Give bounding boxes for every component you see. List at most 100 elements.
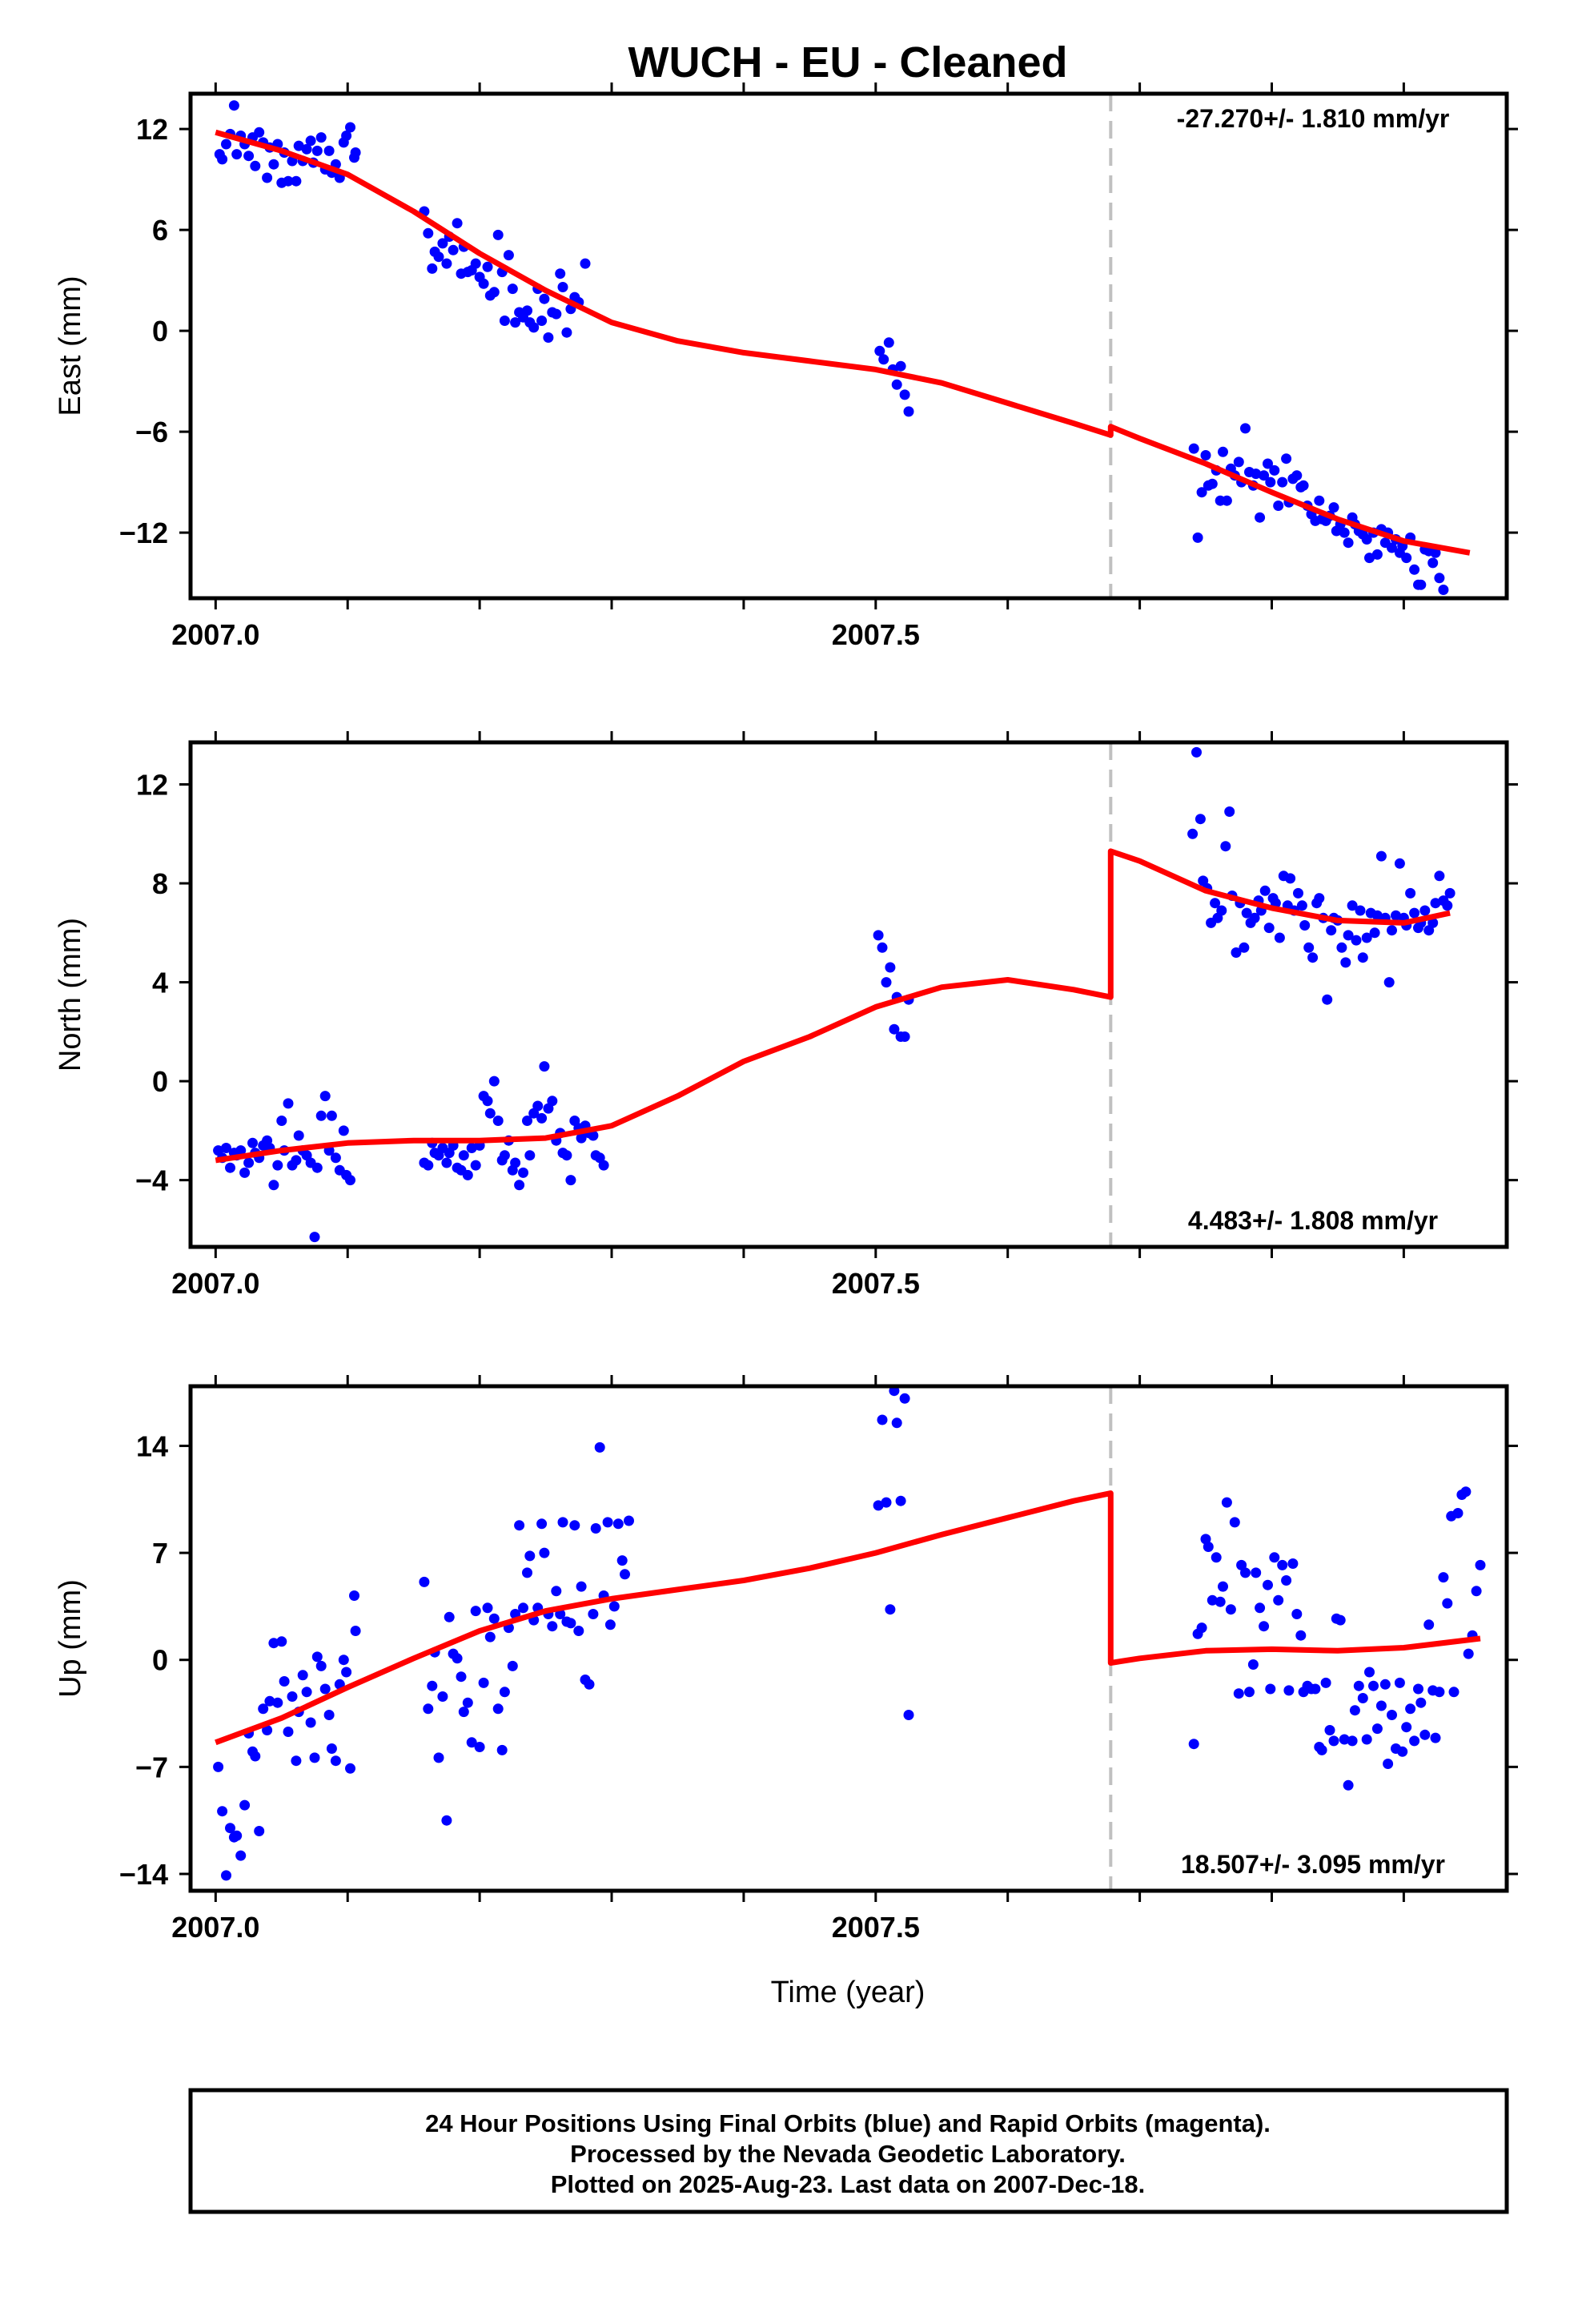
east-data-point <box>217 154 228 165</box>
east-data-point <box>1328 502 1339 513</box>
north-data-point <box>547 1096 558 1107</box>
east-data-point <box>305 135 316 147</box>
up-data-point <box>462 1697 473 1708</box>
up-model-path <box>215 1490 1481 1746</box>
up-data-point <box>1452 1508 1464 1518</box>
north-data-point <box>458 1150 469 1161</box>
north-data-point <box>1351 935 1362 946</box>
footer-frame <box>188 2088 1509 2214</box>
up-data-point <box>437 1691 448 1702</box>
north-data-point <box>326 1110 337 1121</box>
up-data-point <box>423 1703 434 1715</box>
east-data-point <box>221 139 231 150</box>
up-data-point <box>569 1520 580 1531</box>
up-data-point <box>301 1687 312 1698</box>
up-data-point <box>441 1815 452 1826</box>
up-data-point <box>895 1495 906 1506</box>
east-y-tick-label: −6 <box>135 416 168 448</box>
up-data-point <box>264 1695 275 1707</box>
east-data-point <box>1438 585 1449 595</box>
east-model-path <box>215 129 1471 556</box>
north-data-point <box>441 1157 452 1168</box>
up-data-point <box>1415 1697 1427 1708</box>
up-data-point <box>1295 1630 1307 1641</box>
up-data-point <box>903 1710 914 1720</box>
up-data-point <box>433 1752 444 1763</box>
up-ylabel: Up (mm) <box>54 1579 87 1698</box>
north-y-ticks: −4 0 4 8 12 <box>135 769 1518 1197</box>
up-data-point <box>1240 1567 1251 1578</box>
north-y-tick-label: 4 <box>152 967 168 999</box>
up-data-point <box>499 1687 510 1698</box>
north-data-point <box>466 1143 477 1153</box>
east-data-point <box>1200 450 1211 460</box>
north-data-point <box>309 1232 320 1243</box>
up-data-point <box>1320 1677 1331 1688</box>
up-data-point <box>258 1703 269 1715</box>
up-data-point <box>1375 1700 1387 1711</box>
up-data-point <box>1343 1779 1354 1791</box>
up-data-point <box>1225 1604 1236 1615</box>
north-data-point <box>1371 910 1383 921</box>
north-data-point <box>588 1130 599 1141</box>
north-data-point <box>488 1076 500 1087</box>
up-data-point <box>1196 1622 1207 1634</box>
up-data-point <box>1357 1693 1368 1703</box>
up-data-point <box>1255 1602 1266 1614</box>
up-data-point <box>573 1626 584 1636</box>
east-data-point <box>1265 476 1276 488</box>
east-data-point <box>1207 478 1218 489</box>
up-data-point <box>419 1576 430 1587</box>
east-data-point <box>268 159 279 170</box>
east-data-point <box>254 127 265 138</box>
up-data-point <box>557 1517 568 1528</box>
east-data-point <box>899 389 910 400</box>
up-data-point <box>1371 1723 1383 1735</box>
up-data-point <box>315 1660 327 1671</box>
east-data-point <box>323 145 335 156</box>
up-data-point <box>456 1671 467 1683</box>
up-data-point <box>1379 1679 1391 1690</box>
east-data-point <box>1281 453 1292 464</box>
north-data-point <box>1296 900 1307 911</box>
up-data-point <box>1401 1722 1412 1733</box>
north-frame <box>188 740 1509 1249</box>
east-data-point <box>1240 423 1251 434</box>
north-data-point <box>1195 814 1206 825</box>
up-data-point <box>602 1517 613 1528</box>
east-y-ticks: −12 −6 0 6 12 <box>119 113 1518 549</box>
up-data-point <box>1215 1596 1226 1607</box>
north-data-point <box>877 942 888 953</box>
footer-line-1: 24 Hour Positions Using Final Orbits (bl… <box>425 2109 1271 2137</box>
up-data-point <box>444 1611 455 1622</box>
north-data-point <box>539 1061 550 1072</box>
east-data-point <box>1192 532 1203 543</box>
east-data-point <box>427 263 438 274</box>
north-data-point <box>1191 746 1202 758</box>
north-data-point <box>1322 994 1333 1005</box>
north-model-line <box>215 848 1451 1164</box>
east-data-point <box>561 327 572 338</box>
east-data-point <box>437 238 448 249</box>
up-data-point <box>1448 1687 1460 1698</box>
north-y-tick-label: −4 <box>135 1164 168 1197</box>
north-data-point <box>1285 873 1296 884</box>
north-data-point <box>338 1125 349 1136</box>
up-data-point <box>1203 1542 1214 1552</box>
north-data-point <box>524 1150 536 1161</box>
north-data-point <box>1249 912 1260 923</box>
north-data-point <box>319 1091 331 1102</box>
up-data-point <box>1221 1497 1232 1508</box>
east-rate-label: -27.270+/- 1.810 mm/yr <box>1177 104 1450 133</box>
east-data-point <box>1339 527 1350 538</box>
east-data-point <box>243 151 255 162</box>
east-data-point <box>1387 542 1397 553</box>
east-data-point <box>1196 487 1207 498</box>
up-x-tick-label: 2007.5 <box>832 1911 920 1944</box>
up-data-point <box>345 1763 355 1774</box>
east-y-tick-label: 6 <box>152 214 168 247</box>
east-data-point <box>551 308 562 320</box>
east-data-point <box>482 261 493 272</box>
